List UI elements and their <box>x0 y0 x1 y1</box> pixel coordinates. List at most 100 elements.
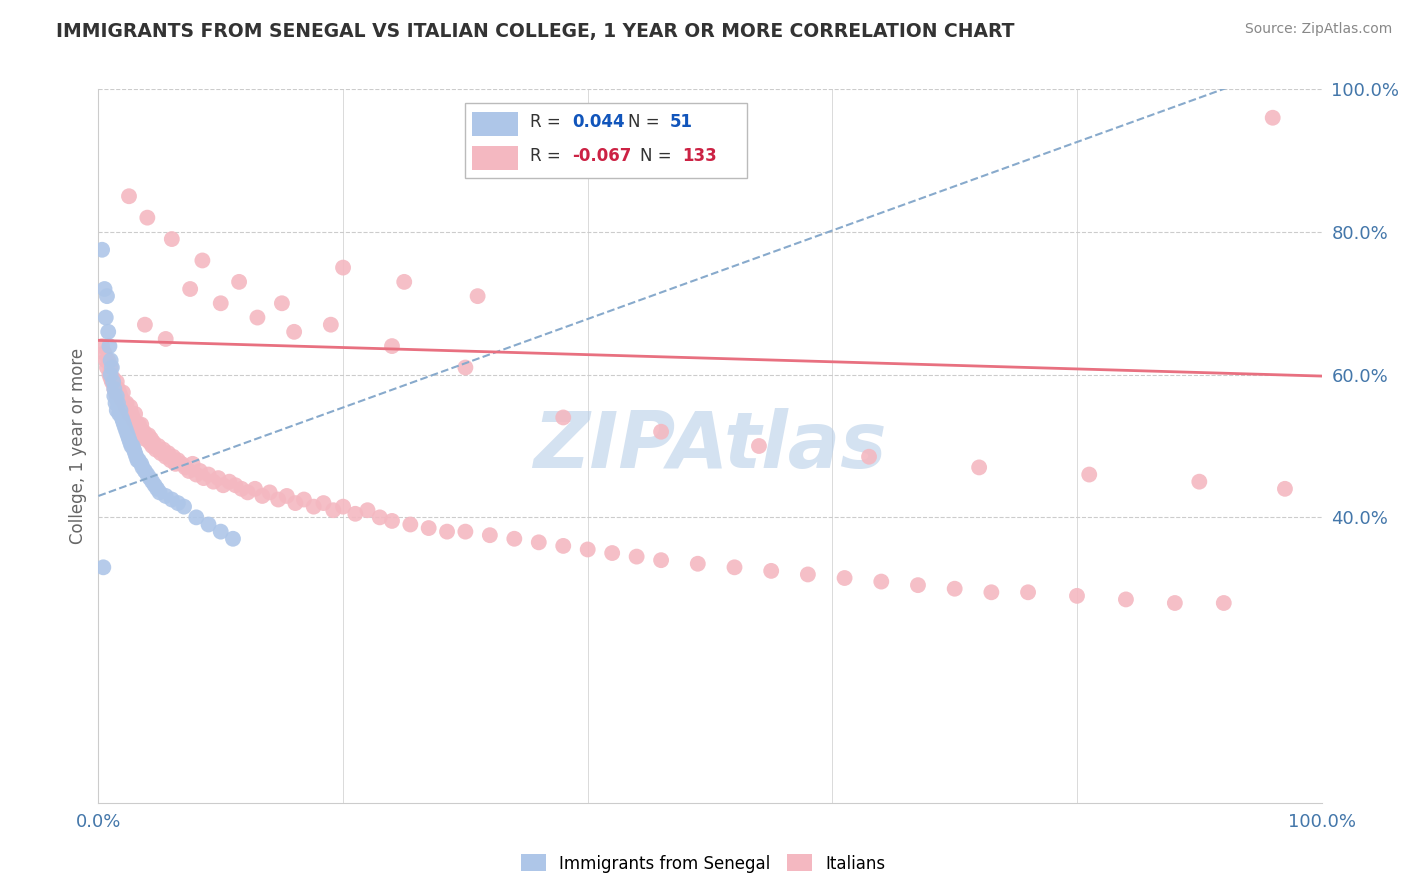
Point <box>98 339 121 353</box>
Point <box>160 492 183 507</box>
Point <box>259 485 281 500</box>
Point <box>162 450 184 464</box>
Point <box>165 457 187 471</box>
Point <box>186 467 208 482</box>
Point <box>149 485 172 500</box>
Point <box>267 492 290 507</box>
Point <box>236 485 259 500</box>
Point <box>139 432 162 446</box>
Point <box>188 464 211 478</box>
Point <box>650 425 672 439</box>
Point <box>207 471 229 485</box>
Point <box>170 457 193 471</box>
Point <box>131 460 153 475</box>
Point <box>125 417 148 432</box>
Point <box>117 403 139 417</box>
Point <box>243 482 266 496</box>
Point <box>103 389 125 403</box>
Point <box>120 439 142 453</box>
Text: Source: ZipAtlas.com: Source: ZipAtlas.com <box>1244 22 1392 37</box>
Point <box>104 396 127 410</box>
Point <box>454 524 477 539</box>
Point <box>155 450 177 464</box>
Point <box>381 339 404 353</box>
Point <box>553 539 575 553</box>
Point <box>1017 585 1039 599</box>
Point <box>114 400 136 414</box>
Point <box>112 396 135 410</box>
FancyBboxPatch shape <box>465 103 747 178</box>
Point <box>467 289 489 303</box>
Point <box>94 310 117 325</box>
Point <box>650 553 672 567</box>
Point <box>907 578 929 592</box>
Point <box>114 421 136 435</box>
Point <box>101 371 124 385</box>
Text: 0.044: 0.044 <box>572 113 624 131</box>
Text: ZIPAtlas: ZIPAtlas <box>533 408 887 484</box>
Point <box>136 432 159 446</box>
Point <box>167 453 190 467</box>
Point <box>527 535 550 549</box>
FancyBboxPatch shape <box>471 146 517 169</box>
Text: N =: N = <box>640 147 678 165</box>
Point <box>98 368 121 382</box>
Point <box>100 371 122 385</box>
Y-axis label: College, 1 year or more: College, 1 year or more <box>69 348 87 544</box>
Point <box>105 389 128 403</box>
Point <box>121 439 143 453</box>
Point <box>122 442 145 457</box>
Point <box>117 428 139 442</box>
Point <box>252 489 274 503</box>
Point <box>118 407 141 421</box>
Text: 133: 133 <box>682 147 717 165</box>
Point <box>980 585 1002 599</box>
Point <box>100 353 122 368</box>
Point <box>870 574 893 589</box>
Point <box>1188 475 1211 489</box>
Point <box>270 296 294 310</box>
Point <box>761 564 783 578</box>
Point <box>209 524 232 539</box>
Legend: Immigrants from Senegal, Italians: Immigrants from Senegal, Italians <box>515 847 891 880</box>
Point <box>111 392 134 407</box>
Point <box>96 360 118 375</box>
Point <box>160 232 183 246</box>
Point <box>967 460 990 475</box>
Point <box>125 450 148 464</box>
Point <box>111 414 134 428</box>
FancyBboxPatch shape <box>471 112 517 136</box>
Point <box>686 557 709 571</box>
Point <box>120 435 142 450</box>
Point <box>129 457 152 471</box>
Text: R =: R = <box>530 113 567 131</box>
Point <box>127 421 149 435</box>
Point <box>104 385 127 400</box>
Point <box>1212 596 1234 610</box>
Point <box>134 318 156 332</box>
Point <box>159 453 181 467</box>
Point <box>478 528 501 542</box>
Point <box>181 457 204 471</box>
Point <box>1066 589 1088 603</box>
Point <box>91 243 114 257</box>
Point <box>101 375 124 389</box>
Point <box>576 542 599 557</box>
Point <box>152 442 174 457</box>
Point <box>228 275 250 289</box>
Point <box>105 403 128 417</box>
Point <box>139 435 162 450</box>
Point <box>1274 482 1296 496</box>
Point <box>145 442 167 457</box>
Point <box>312 496 335 510</box>
Point <box>1261 111 1284 125</box>
Point <box>177 464 200 478</box>
Point <box>218 475 240 489</box>
Point <box>110 403 132 417</box>
Point <box>110 389 132 403</box>
Point <box>138 428 160 442</box>
Point <box>1078 467 1101 482</box>
Point <box>943 582 966 596</box>
Point <box>132 425 155 439</box>
Point <box>276 489 298 503</box>
